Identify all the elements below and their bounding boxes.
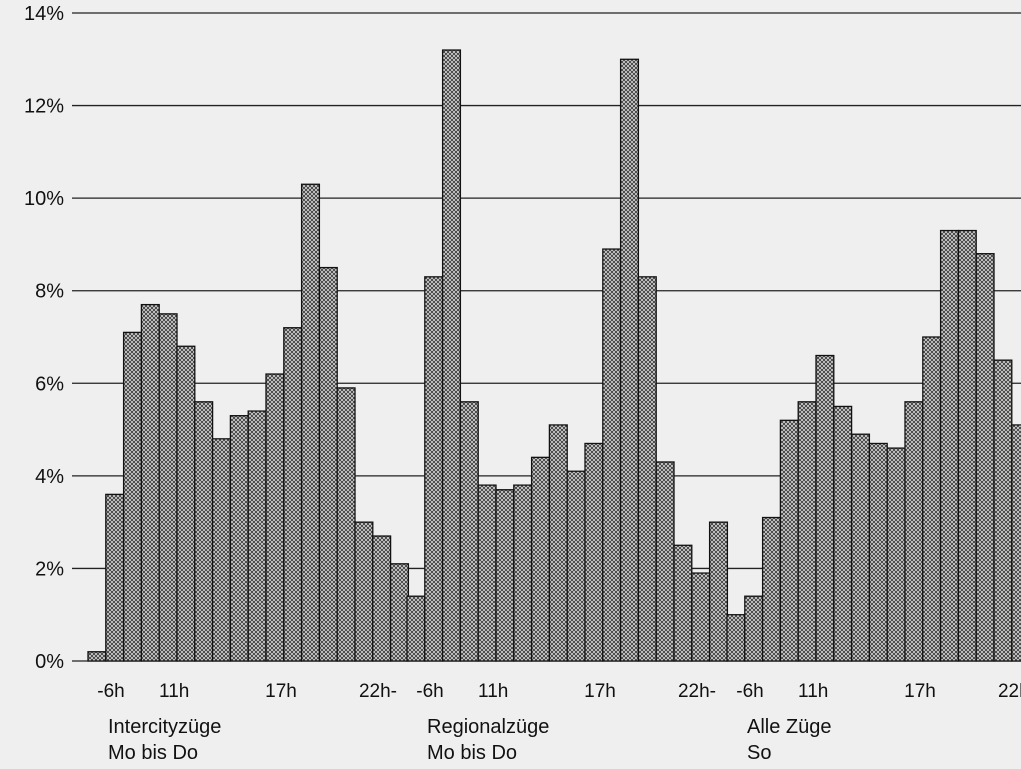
y-tick-label: 4% — [35, 466, 64, 488]
bar — [176, 345, 196, 662]
bar — [566, 470, 586, 662]
bar — [939, 229, 960, 662]
x-hour-label: 22h- — [678, 681, 716, 702]
y-axis: 0% 2% 4% 6% 8% 10% 12% 14% — [24, 3, 64, 673]
bar — [140, 303, 160, 662]
bar — [637, 276, 657, 662]
y-tick-label: 2% — [35, 558, 64, 580]
bar — [691, 572, 711, 662]
x-hour-label: -6h — [97, 681, 124, 702]
x-hour-label: 17h — [904, 681, 936, 702]
bar — [283, 327, 303, 662]
bar — [868, 442, 888, 662]
bar — [354, 521, 374, 662]
bar — [726, 614, 746, 662]
bar — [389, 563, 410, 662]
bar — [300, 183, 321, 662]
bar — [619, 58, 640, 662]
x-hour-label: 17h — [584, 681, 616, 702]
bar — [993, 359, 1013, 662]
bar — [424, 276, 444, 662]
x-hour-label: 22h- — [998, 681, 1021, 702]
bar — [833, 405, 853, 662]
x-hour-label: 22h- — [359, 681, 397, 702]
bar — [87, 651, 107, 662]
bar — [761, 516, 782, 662]
bar — [548, 424, 568, 662]
y-tick-label: 10% — [24, 188, 64, 210]
bar — [975, 253, 995, 662]
group-name: Regionalzüge — [427, 716, 549, 738]
bar — [797, 401, 817, 662]
bar — [495, 489, 515, 662]
bar — [406, 595, 426, 662]
x-hour-label: 11h — [478, 681, 508, 702]
group-labels: Intercityzüge Mo bis Do Regionalzüge Mo bis… — [108, 716, 832, 764]
bar — [247, 410, 267, 662]
bar — [441, 49, 462, 662]
bar — [229, 415, 249, 662]
bar — [372, 535, 392, 662]
x-hour-label: -6h — [416, 681, 443, 702]
bar — [584, 442, 604, 662]
bar — [513, 484, 533, 662]
bar — [194, 401, 214, 662]
x-hour-label: 17h — [265, 681, 297, 702]
bar — [158, 313, 178, 662]
group-name: Mo bis Do — [427, 742, 517, 764]
bar — [904, 401, 924, 662]
x-axis: -6h 11h 17h 22h- -6h 11h 17h 22h- -6h 11h 17h 22h- — [97, 681, 1021, 702]
bar — [850, 433, 871, 662]
x-hour-label: -6h — [736, 681, 763, 702]
group-name: So — [747, 742, 771, 764]
bar — [336, 387, 356, 662]
bar — [459, 401, 479, 662]
bar — [530, 456, 551, 662]
bar — [673, 544, 693, 662]
group-name: Intercityzüge — [108, 716, 221, 738]
bar — [744, 595, 764, 662]
bar — [1011, 424, 1021, 662]
group-name: Mo bis Do — [108, 742, 198, 764]
bars — [87, 49, 1021, 662]
x-hour-label: 11h — [159, 681, 189, 702]
bar — [265, 373, 285, 662]
y-tick-label: 8% — [35, 281, 64, 303]
bar — [957, 229, 977, 662]
bar — [477, 484, 497, 662]
group-name: Alle Züge — [747, 716, 832, 738]
y-tick-label: 12% — [24, 96, 64, 118]
x-hour-label: 11h — [798, 681, 828, 702]
bar — [122, 331, 143, 662]
bar — [655, 461, 675, 662]
bar — [318, 266, 338, 662]
y-tick-label: 6% — [35, 373, 64, 395]
bar — [922, 336, 942, 662]
bar — [105, 493, 125, 662]
y-tick-label: 14% — [24, 3, 64, 25]
bar — [815, 354, 835, 662]
bar — [886, 447, 906, 662]
bar — [602, 248, 622, 662]
bar — [779, 419, 799, 662]
bar — [708, 521, 729, 662]
bar — [211, 438, 232, 662]
y-tick-label: 0% — [35, 651, 64, 673]
